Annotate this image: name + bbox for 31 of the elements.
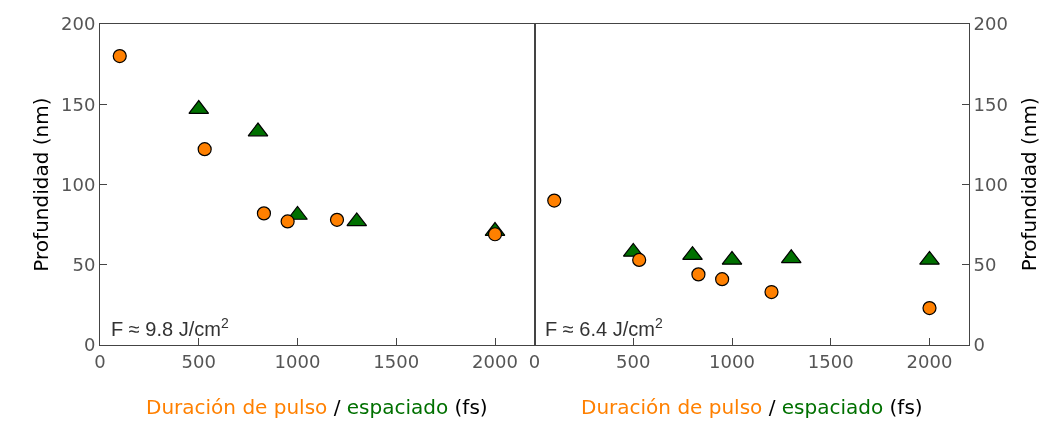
y-axis-title: Profundidad (nm): [1017, 97, 1042, 272]
y-tick-label: 0: [83, 334, 96, 356]
x-axis-title: Duración de pulso / espaciado (fs): [146, 395, 488, 419]
y-tick-label: 150: [61, 93, 96, 115]
x-tick-label: 1500: [807, 350, 854, 372]
x-tick-label: 500: [181, 350, 216, 372]
x-tick-label: 1500: [373, 350, 420, 372]
x-tick-label: 1000: [709, 350, 755, 372]
point: [329, 212, 345, 227]
annotation: F ≈ 6.4 J/cm$^{2}$: [545, 315, 663, 341]
point: [256, 206, 272, 221]
y-tick-label: 0: [973, 334, 986, 356]
point: [487, 227, 503, 242]
annotation: F ≈ 9.8 J/cm$^{2}$: [111, 315, 229, 341]
point: [280, 214, 295, 229]
x-tick-label: 1000: [274, 350, 321, 372]
x-axis-title: Duración de pulso / espaciado (fs): [581, 395, 923, 419]
x-tick-label: 2000: [906, 350, 953, 372]
x-tick-label: 500: [616, 350, 651, 372]
y-tick-label: 50: [72, 254, 96, 276]
y-axis-title: Profundidad (nm): [28, 97, 53, 272]
y-tick-label: 200: [61, 13, 96, 35]
y-tick-label: 150: [973, 93, 1008, 115]
y-tick-label: 50: [973, 254, 997, 276]
point: [197, 142, 212, 157]
x-tick-label: 0: [528, 350, 541, 372]
point: [112, 49, 127, 64]
y-tick-label: 100: [61, 173, 96, 195]
y-tick-label: 200: [973, 13, 1008, 35]
x-tick-label: 2000: [472, 350, 518, 372]
y-tick-label: 100: [973, 173, 1008, 195]
